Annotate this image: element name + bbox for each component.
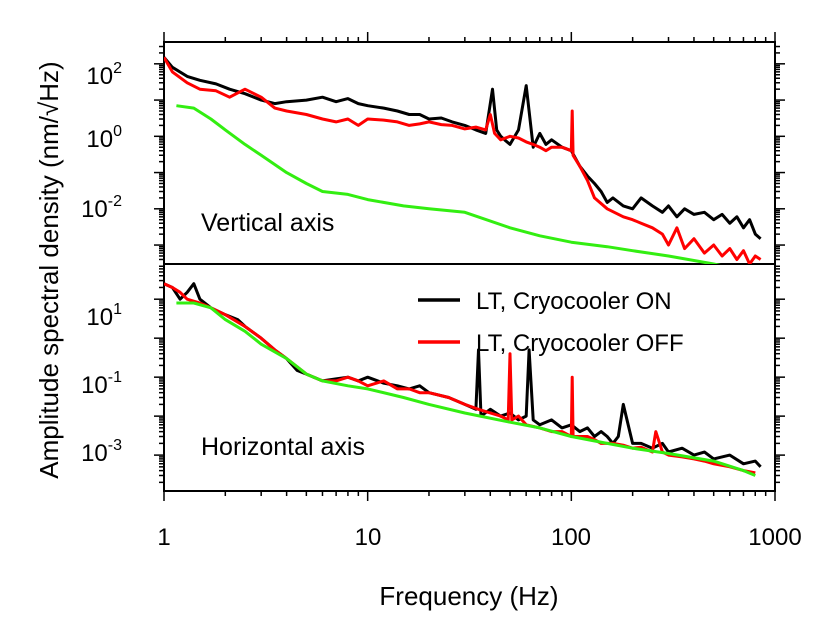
bottom-ytick-label: 10-1: [81, 369, 122, 399]
xtick-label: 1: [157, 524, 170, 551]
tick-marks: [154, 32, 785, 501]
bottom-ytick-label: 10-3: [81, 437, 122, 467]
top-panel-series: [164, 56, 762, 264]
xtick-label: 1000: [748, 524, 801, 551]
vertical-green-line: [176, 104, 721, 264]
x-axis-title: Frequency (Hz): [379, 581, 558, 611]
top-ytick-label: 10-2: [81, 193, 122, 223]
vertical-lt-cryocooler-on-line: [164, 56, 762, 240]
bottom-panel-series: [164, 282, 762, 477]
top-ytick-label: 102: [86, 60, 122, 90]
legend-label-on: LT, Cryocooler ON: [476, 288, 672, 315]
vertical-axis-label: Vertical axis: [201, 209, 334, 237]
top-ytick-label: 100: [86, 123, 122, 153]
horizontal-axis-label: Horizontal axis: [201, 433, 365, 461]
vertical-lt-cryocooler-off-line: [164, 56, 762, 264]
xtick-label: 10: [355, 524, 382, 551]
legend-label-off: LT, Cryocooler OFF: [476, 330, 684, 357]
horizontal-green-line: [176, 301, 756, 477]
bottom-ytick-label: 101: [86, 301, 122, 331]
y-axis-title: Amplitude spectral density (nm/√Hz): [34, 61, 64, 478]
xtick-label: 100: [551, 524, 591, 551]
